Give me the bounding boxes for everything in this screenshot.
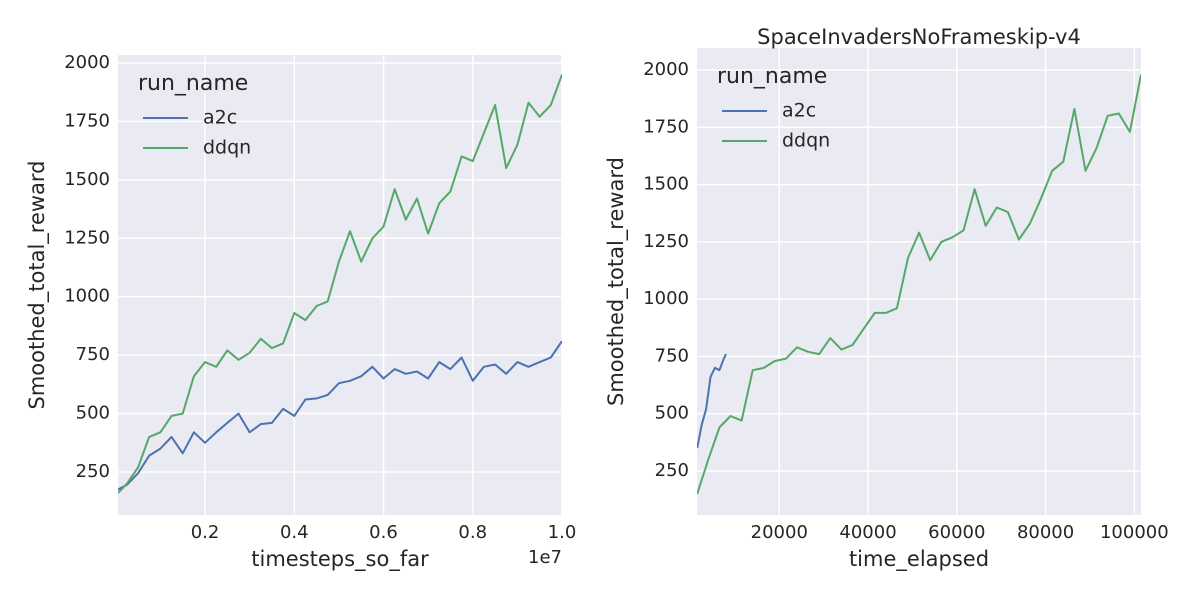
series-line: [697, 353, 727, 449]
x-tick-label: 0.2: [191, 522, 220, 543]
legend-title: run_name: [138, 71, 248, 96]
x-tick-label: 0.8: [458, 522, 487, 543]
y-tick-label: 1000: [64, 286, 110, 307]
series-line: [118, 340, 562, 491]
y-tick-label: 1000: [643, 288, 689, 309]
legend-label: ddqn: [782, 130, 830, 152]
x-tick-label: 1.0: [548, 522, 577, 543]
y-tick-label: 1750: [643, 116, 689, 137]
y-tick-label: 500: [76, 403, 110, 424]
y-tick-label: 1250: [643, 231, 689, 252]
x-axis-label: timesteps_so_far: [251, 547, 429, 572]
y-axis-label: Smoothed_total_reward: [604, 157, 629, 406]
chart-title: SpaceInvadersNoFrameskip-v4: [757, 25, 1081, 49]
y-tick-label: 750: [76, 344, 110, 365]
y-tick-label: 1750: [64, 110, 110, 131]
y-axis-label: Smoothed_total_reward: [25, 160, 50, 409]
series-line: [118, 74, 562, 494]
plot-area: [697, 48, 1141, 515]
y-tick-label: 250: [655, 460, 689, 481]
legend-label: a2c: [203, 107, 237, 129]
y-tick-label: 1250: [64, 227, 110, 248]
x-tick-label: 0.4: [280, 522, 309, 543]
x-tick-label: 0.6: [369, 522, 398, 543]
y-tick-label: 250: [76, 461, 110, 482]
y-tick-label: 500: [655, 403, 689, 424]
y-tick-label: 2000: [643, 59, 689, 80]
x-tick-label: 100000: [1100, 522, 1169, 543]
legend-title: run_name: [717, 64, 827, 89]
series-line: [697, 74, 1141, 495]
x-axis-label: time_elapsed: [849, 547, 989, 572]
x-tick-label: 40000: [839, 522, 896, 543]
x-tick-label: 60000: [928, 522, 985, 543]
plot-area: [118, 55, 562, 515]
legend-label: ddqn: [203, 137, 251, 159]
y-tick-label: 1500: [64, 169, 110, 190]
x-tick-label: 80000: [1017, 522, 1074, 543]
legend-label: a2c: [782, 100, 816, 122]
x-offset-label: 1e7: [528, 547, 562, 568]
x-tick-label: 20000: [751, 522, 808, 543]
y-tick-label: 750: [655, 345, 689, 366]
y-tick-label: 1500: [643, 174, 689, 195]
y-tick-label: 2000: [64, 52, 110, 73]
